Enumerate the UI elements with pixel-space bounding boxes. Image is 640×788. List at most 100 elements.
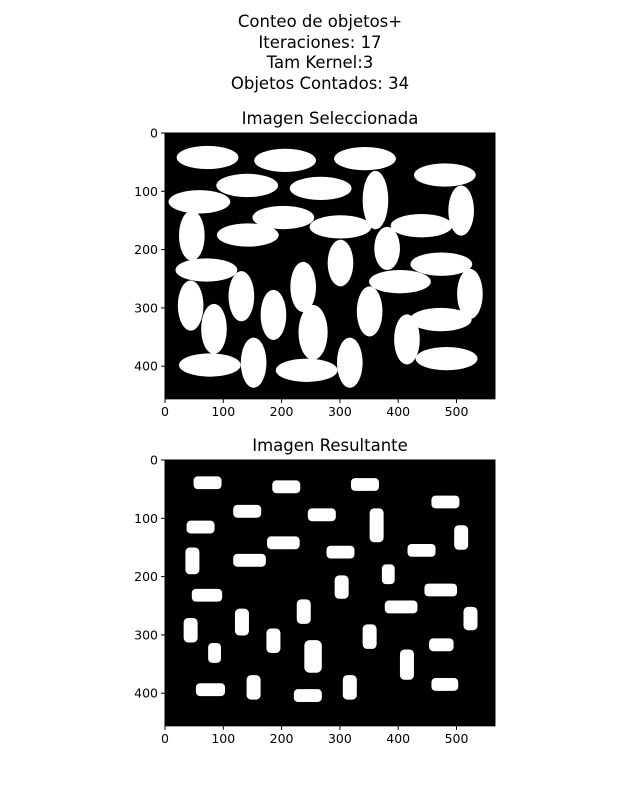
- top-object-18: [410, 252, 473, 276]
- top-x-tick-label: 500: [445, 404, 469, 419]
- bottom-object-6: [307, 508, 336, 522]
- bottom-object-29: [399, 649, 414, 680]
- top-panel-axes: 0 100 200 300 400 500 0 100 200 300 400: [134, 126, 496, 419]
- bottom-object-18: [424, 583, 458, 597]
- bottom-object-27: [208, 643, 221, 663]
- top-x-axis: 0 100 200 300 400 500: [161, 398, 469, 419]
- suptitle-line-title: Conteo de objetos+: [237, 12, 403, 31]
- bottom-object-9: [454, 525, 469, 550]
- top-object-22: [457, 268, 483, 319]
- bottom-object-11: [326, 545, 355, 559]
- top-object-34: [275, 358, 338, 382]
- bottom-object-17: [191, 588, 223, 602]
- top-y-axis: 0 100 200 300 400: [134, 126, 165, 374]
- bottom-image-objects: [183, 476, 478, 702]
- top-object-8: [168, 190, 231, 214]
- top-object-19: [369, 270, 431, 294]
- bottom-object-26: [429, 638, 454, 652]
- bottom-object-5: [233, 504, 262, 518]
- bottom-object-19: [384, 600, 418, 614]
- top-x-tick-label: 200: [270, 404, 294, 419]
- top-object-28: [298, 304, 328, 360]
- bottom-y-tick-label: 100: [134, 511, 158, 526]
- top-y-tick-label: 300: [134, 300, 158, 315]
- bottom-object-33: [342, 675, 357, 700]
- bottom-object-15: [381, 564, 395, 585]
- top-object-9: [448, 185, 474, 236]
- bottom-y-tick-label: 300: [134, 627, 158, 642]
- bottom-object-21: [234, 608, 249, 636]
- suptitle-line-iterations: Iteraciones: 17: [258, 32, 382, 52]
- top-object-15: [374, 226, 400, 271]
- top-y-tick-label: 0: [150, 126, 158, 141]
- top-object-11: [309, 215, 372, 239]
- top-panel-title: Imagen Seleccionada: [241, 109, 419, 128]
- top-object-3: [334, 146, 396, 171]
- top-x-tick-label: 0: [161, 404, 169, 419]
- bottom-object-3: [350, 478, 379, 491]
- top-object-27: [201, 303, 227, 354]
- bottom-panel-title: Imagen Resultante: [252, 436, 408, 455]
- top-image-objects: [168, 145, 483, 388]
- bottom-x-tick-label: 0: [161, 731, 169, 746]
- bottom-object-14: [185, 547, 200, 575]
- bottom-object-23: [183, 617, 198, 643]
- bottom-object-34: [293, 689, 322, 702]
- bottom-object-10: [267, 536, 300, 550]
- bottom-object-22: [463, 606, 478, 631]
- bottom-x-tick-label: 400: [386, 731, 410, 746]
- bottom-object-16: [334, 575, 349, 599]
- top-object-5: [216, 173, 279, 198]
- bottom-object-20: [296, 599, 311, 624]
- bottom-x-tick-label: 300: [328, 731, 352, 746]
- bottom-object-28: [304, 640, 322, 673]
- top-object-12: [390, 214, 453, 238]
- bottom-y-tick-label: 400: [134, 686, 158, 701]
- figure-suptitle: Conteo de objetos+ Iteraciones: 17 Tam K…: [0, 12, 640, 94]
- suptitle-line-kernel-size: Tam Kernel:3: [266, 53, 374, 72]
- bottom-y-axis: 0 100 200 300 400: [134, 453, 165, 701]
- bottom-x-axis: 0 100 200 300 400 500: [161, 725, 469, 746]
- bottom-object-4: [431, 495, 460, 509]
- top-object-16: [327, 239, 354, 287]
- top-object-4: [413, 163, 476, 187]
- top-y-tick-label: 100: [134, 184, 158, 199]
- bottom-y-tick-label: 200: [134, 569, 158, 584]
- top-object-6: [289, 176, 352, 201]
- top-y-tick-label: 200: [134, 242, 158, 257]
- bottom-object-32: [246, 675, 261, 700]
- top-object-29: [394, 314, 420, 365]
- top-object-1: [176, 145, 239, 170]
- bottom-object-7: [369, 508, 384, 543]
- top-object-23: [177, 280, 204, 331]
- top-object-25: [260, 289, 287, 340]
- bottom-object-1: [193, 476, 222, 490]
- top-x-tick-label: 100: [211, 404, 235, 419]
- top-y-tick-label: 400: [134, 359, 158, 374]
- top-object-2: [254, 148, 316, 173]
- top-object-14: [178, 210, 205, 261]
- top-object-17: [175, 258, 238, 282]
- top-object-26: [409, 307, 472, 332]
- top-object-13: [216, 223, 279, 247]
- top-object-24: [356, 286, 383, 337]
- top-object-30: [415, 346, 478, 371]
- top-object-32: [240, 337, 267, 388]
- top-object-20: [290, 261, 316, 312]
- bottom-x-tick-label: 500: [445, 731, 469, 746]
- top-axes-frame: [164, 132, 496, 400]
- bottom-object-30: [431, 678, 459, 691]
- top-x-tick-label: 400: [386, 404, 410, 419]
- bottom-axes-frame: [164, 459, 496, 727]
- top-object-7: [362, 170, 389, 230]
- top-object-10: [252, 205, 315, 230]
- bottom-y-tick-label: 0: [150, 453, 158, 468]
- bottom-object-12: [407, 543, 436, 557]
- bottom-panel-axes: 0 100 200 300 400 500 0 100 200 300 400: [134, 453, 496, 746]
- bottom-object-2: [272, 480, 301, 494]
- bottom-object-8: [186, 520, 215, 534]
- bottom-object-13: [233, 553, 266, 567]
- bottom-object-31: [195, 683, 226, 697]
- top-object-31: [178, 353, 241, 377]
